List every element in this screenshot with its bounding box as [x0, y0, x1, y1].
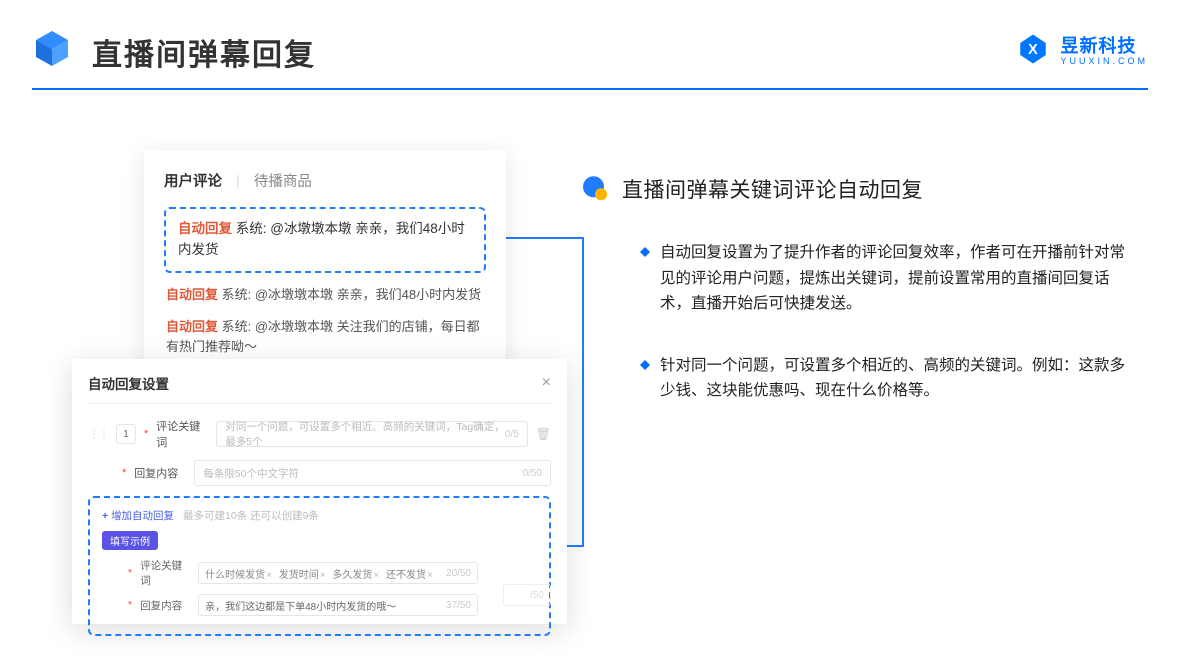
bullet-item: 自动回复设置为了提升作者的评论回复效率，作者可在开播前针对常见的评论用户问题，提… [640, 240, 1140, 317]
brand-name-en: YUUXIN.COM [1060, 56, 1148, 66]
keyword-input[interactable]: 对同一个问题，可设置多个相近、高频的关键词，Tag确定，最多5个 0/5 [216, 421, 527, 447]
tag-list: 什么时候发货× 发货时间× 多久发货× 还不发货× [205, 566, 437, 581]
keyword-label: 评论关键词 [156, 418, 208, 450]
char-count: 0/5 [505, 429, 519, 440]
connector-line [582, 237, 584, 545]
auto-reply-tag: 自动回复 [166, 319, 218, 334]
tab-separator: | [236, 174, 240, 190]
diamond-bullet-icon [640, 247, 650, 257]
screenshot-mock-area: 用户评论 | 待播商品 自动回复 系统: @冰墩墩本墩 亲亲，我们48小时内发货… [72, 150, 572, 640]
delete-icon[interactable]: 🗑 [536, 427, 551, 441]
keyword-tag[interactable]: 什么时候发货× [205, 570, 276, 581]
connector-line [566, 545, 584, 547]
required-star-icon: * [128, 599, 132, 611]
modal-title: 自动回复设置 [88, 373, 169, 393]
auto-reply-tag: 自动回复 [166, 287, 218, 302]
ghost-count-box: /50 [503, 584, 551, 606]
bullet-item: 针对同一个问题，可设置多个相近的、高频的关键词。例如：这款多少钱、这块能优惠吗、… [640, 353, 1140, 404]
close-icon[interactable]: × [542, 374, 551, 392]
example-keyword-input[interactable]: 什么时候发货× 发货时间× 多久发货× 还不发货× 20/50 [198, 562, 478, 584]
page-header: 直播间弹幕回复 X 昱新科技 YUUXIN.COM [32, 26, 1148, 82]
tabs-row: 用户评论 | 待播商品 [164, 170, 486, 191]
auto-reply-settings-modal: 自动回复设置 × ⋮⋮ 1 * 评论关键词 对同一个问题，可设置多个相近、高频的… [72, 359, 567, 624]
content-row: * 回复内容 每条限50个中文字符 0/50 [122, 460, 551, 486]
tab-products[interactable]: 待播商品 [254, 174, 312, 190]
char-count: 37/50 [446, 600, 471, 611]
connector-line [504, 237, 584, 239]
page-title: 直播间弹幕回复 [92, 30, 316, 74]
example-content-input[interactable]: 亲，我们这边都是下单48小时内发货的哦～ 37/50 [198, 594, 478, 616]
bullet-text: 自动回复设置为了提升作者的评论回复效率，作者可在开播前针对常见的评论用户问题，提… [660, 240, 1130, 317]
chat-bubble-icon [580, 174, 610, 204]
keyword-tag[interactable]: 还不发货× [386, 570, 437, 581]
example-keyword-row: * 评论关键词 什么时候发货× 发货时间× 多久发货× 还不发货× 20/50 [128, 558, 537, 588]
add-text: 增加自动回复 [111, 510, 174, 522]
brand-logo-icon: X [1016, 32, 1050, 66]
svg-text:X: X [1028, 42, 1038, 58]
example-content-label: 回复内容 [140, 598, 190, 613]
required-star-icon: * [122, 467, 126, 479]
comments-card: 用户评论 | 待播商品 自动回复 系统: @冰墩墩本墩 亲亲，我们48小时内发货… [144, 150, 506, 366]
limit-note: 最多可建10条 还可以创建9条 [183, 510, 319, 522]
plus-icon: + [102, 510, 108, 522]
comment-text: 系统: @冰墩墩本墩 亲亲，我们48小时内发货 [222, 287, 482, 302]
placeholder-text: 对同一个问题，可设置多个相近、高频的关键词，Tag确定，最多5个 [225, 419, 505, 449]
example-content-value: 亲，我们这边都是下单48小时内发货的哦～ [205, 598, 396, 613]
drag-handle-icon[interactable]: ⋮⋮ [88, 427, 108, 441]
keyword-row: ⋮⋮ 1 * 评论关键词 对同一个问题，可设置多个相近、高频的关键词，Tag确定… [88, 418, 551, 450]
content-label: 回复内容 [134, 465, 186, 481]
comment-line: 自动回复 系统: @冰墩墩本墩 亲亲，我们48小时内发货 [164, 285, 486, 305]
placeholder-text: 每条限50个中文字符 [203, 466, 299, 481]
brand-name-cn: 昱新科技 [1060, 32, 1148, 58]
description-column: 直播间弹幕关键词评论自动回复 自动回复设置为了提升作者的评论回复效率，作者可在开… [580, 174, 1140, 440]
required-star-icon: * [128, 567, 132, 579]
brand-block: X 昱新科技 YUUXIN.COM [1016, 32, 1148, 66]
index-box: 1 [116, 424, 136, 444]
section-subtitle: 直播间弹幕关键词评论自动回复 [622, 174, 923, 204]
char-count: 0/50 [523, 468, 542, 479]
diamond-bullet-icon [640, 360, 650, 370]
tab-comments[interactable]: 用户评论 [164, 174, 222, 190]
example-panel: + 增加自动回复 最多可建10条 还可以创建9条 填写示例 * 评论关键词 什么… [88, 496, 551, 636]
content-input[interactable]: 每条限50个中文字符 0/50 [194, 460, 551, 486]
example-badge: 填写示例 [102, 531, 158, 550]
keyword-tag[interactable]: 发货时间× [279, 570, 330, 581]
keyword-tag[interactable]: 多久发货× [332, 570, 383, 581]
example-keyword-label: 评论关键词 [140, 558, 190, 588]
header-divider [32, 88, 1148, 90]
auto-reply-tag: 自动回复 [178, 221, 232, 236]
bullet-text: 针对同一个问题，可设置多个相近的、高频的关键词。例如：这款多少钱、这块能优惠吗、… [660, 353, 1130, 404]
char-count: 20/50 [446, 568, 471, 579]
highlighted-auto-reply: 自动回复 系统: @冰墩墩本墩 亲亲，我们48小时内发货 [164, 207, 486, 273]
cube-icon [32, 28, 72, 68]
example-content-row: * 回复内容 亲，我们这边都是下单48小时内发货的哦～ 37/50 [128, 594, 537, 616]
comment-line: 自动回复 系统: @冰墩墩本墩 关注我们的店铺，每日都有热门推荐呦～ [164, 317, 486, 357]
add-auto-reply-link[interactable]: + 增加自动回复 最多可建10条 还可以创建9条 [102, 508, 537, 523]
required-star-icon: * [144, 428, 148, 440]
